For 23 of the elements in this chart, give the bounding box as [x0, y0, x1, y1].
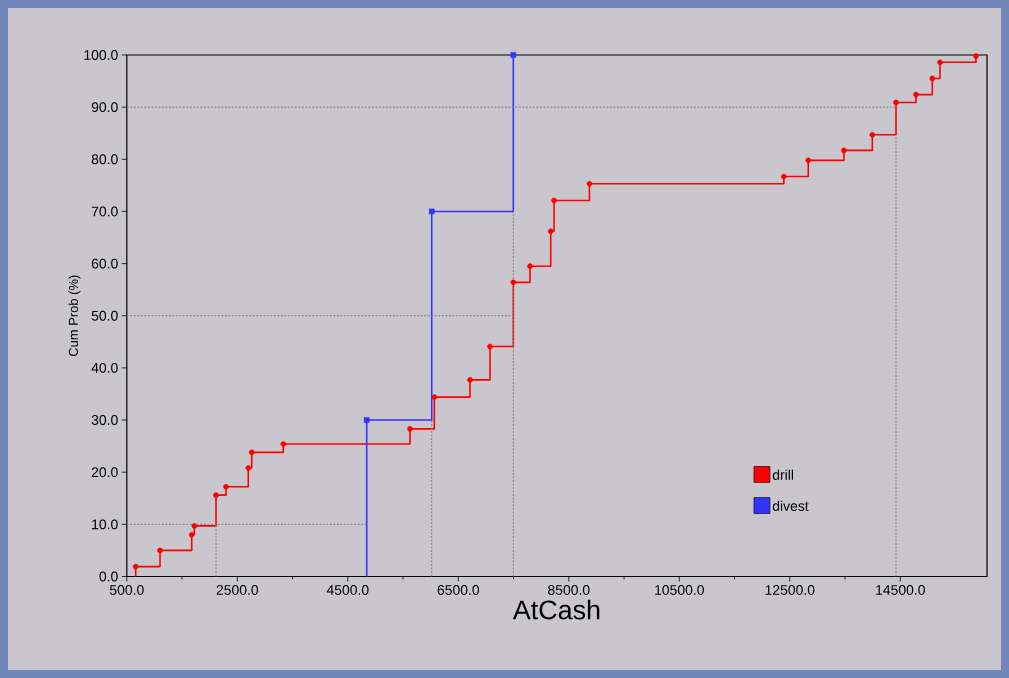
y-tick-label: 40.0 — [91, 362, 118, 373]
y-tick-label: 0.0 — [99, 571, 118, 582]
y-tick-label: 50.0 — [91, 310, 118, 321]
x-tick-label: 10500.0 — [655, 584, 704, 595]
x-tick-label: 2500.0 — [216, 584, 259, 595]
y-axis-title: Cum Prob (%) — [68, 275, 81, 357]
x-tick-label: 500.0 — [109, 584, 144, 595]
y-tick-label: 70.0 — [91, 206, 118, 217]
y-tick-label: 90.0 — [91, 102, 118, 113]
x-axis-title: AtCash — [512, 599, 600, 620]
x-tick-label: 12500.0 — [765, 584, 815, 595]
y-tick-label: 20.0 — [91, 467, 118, 478]
y-tick-label: 10.0 — [92, 519, 118, 530]
x-tick-label: 14500.0 — [876, 584, 925, 595]
x-tick-label: 8500.0 — [548, 584, 590, 595]
legend-label: drill — [772, 469, 794, 480]
y-tick-label: 100.0 — [84, 50, 118, 60]
y-tick-label: 30.0 — [91, 415, 118, 425]
legend-label: divest — [772, 500, 809, 511]
y-tick-label: 80.0 — [91, 154, 118, 165]
y-tick-label: 60.0 — [91, 258, 118, 269]
x-tick-label: 6500.0 — [437, 584, 480, 595]
x-tick-label: 4500.0 — [326, 584, 369, 595]
